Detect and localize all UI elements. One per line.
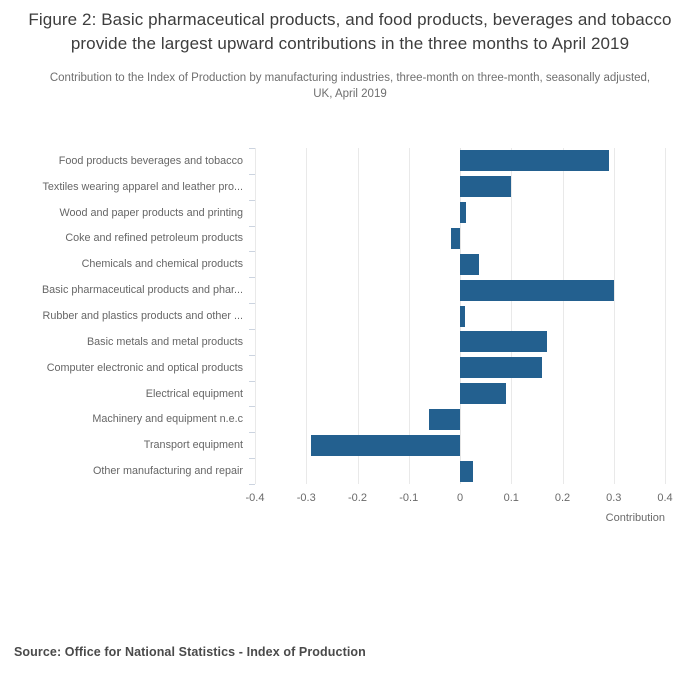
x-tick-label: 0.4 bbox=[657, 492, 673, 504]
category-label: Other manufacturing and repair bbox=[92, 465, 243, 478]
y-axis-tick bbox=[249, 380, 255, 382]
y-axis-tick bbox=[249, 458, 255, 460]
category-label: Textiles wearing apparel and leather pro… bbox=[42, 180, 243, 193]
y-axis-tick bbox=[249, 303, 255, 305]
gridline-0.3 bbox=[613, 148, 615, 484]
bar-chart: Food products beverages and tobacco Texti… bbox=[0, 140, 700, 530]
gridline--0.3 bbox=[306, 148, 308, 484]
bar[interactable] bbox=[460, 176, 512, 198]
bar[interactable] bbox=[460, 253, 479, 275]
gridline-0.2 bbox=[562, 148, 564, 484]
category-label-list: Food products beverages and tobacco Texti… bbox=[0, 148, 243, 484]
bar[interactable] bbox=[451, 227, 460, 249]
bar[interactable] bbox=[460, 331, 548, 353]
bar[interactable] bbox=[460, 305, 466, 327]
page-title: Figure 2: Basic pharmaceutical products,… bbox=[28, 10, 672, 53]
y-axis-tick bbox=[249, 484, 255, 485]
y-axis-tick bbox=[249, 406, 255, 408]
y-axis-tick bbox=[249, 148, 255, 149]
x-tick-label: 0.3 bbox=[606, 492, 622, 504]
y-axis-tick bbox=[249, 277, 255, 279]
x-tick-label: -0.3 bbox=[296, 492, 316, 504]
y-axis-tick bbox=[249, 225, 255, 227]
category-label: Basic metals and metal products bbox=[86, 335, 243, 348]
y-axis-tick bbox=[249, 173, 255, 175]
y-axis-tick bbox=[249, 251, 255, 253]
x-tick-label: 0 bbox=[456, 492, 464, 504]
category-label: Food products beverages and tobacco bbox=[58, 154, 243, 167]
gridline-0.1 bbox=[511, 148, 513, 484]
bar[interactable] bbox=[311, 434, 460, 456]
category-label: Chemicals and chemical products bbox=[81, 258, 243, 271]
y-axis-tick bbox=[249, 432, 255, 434]
gridline--0.2 bbox=[357, 148, 359, 484]
category-label: Computer electronic and optical products bbox=[46, 361, 243, 374]
category-label: Transport equipment bbox=[143, 439, 243, 452]
category-label: Coke and refined petroleum products bbox=[65, 232, 243, 245]
x-tick-label: 0.1 bbox=[503, 492, 519, 504]
figure-subtitle: Contribution to the Index of Production … bbox=[49, 72, 651, 100]
x-tick-label: 0.2 bbox=[554, 492, 571, 504]
bar[interactable] bbox=[460, 357, 542, 379]
category-label: Basic pharmaceutical products and phar..… bbox=[41, 284, 243, 297]
gridline-0.4 bbox=[665, 148, 666, 484]
bar[interactable] bbox=[460, 202, 467, 224]
bar[interactable] bbox=[460, 383, 507, 405]
category-label: Wood and paper products and printing bbox=[59, 206, 243, 219]
x-axis-title: Contribution bbox=[605, 512, 665, 524]
plot-area bbox=[255, 148, 666, 484]
bar[interactable] bbox=[460, 150, 609, 172]
y-axis-tick bbox=[249, 199, 255, 201]
x-tick-label: -0.1 bbox=[399, 492, 419, 504]
x-tick-label: -0.2 bbox=[348, 492, 367, 504]
source-note: Source: Office for National Statistics -… bbox=[14, 645, 366, 659]
x-tick-label: -0.4 bbox=[245, 492, 265, 504]
figure-header: Figure 2: Basic pharmaceutical products,… bbox=[0, 0, 700, 102]
bar[interactable] bbox=[460, 460, 473, 482]
bar-group bbox=[255, 148, 665, 484]
y-axis-tick bbox=[249, 328, 255, 330]
category-label: Electrical equipment bbox=[145, 387, 243, 400]
bar[interactable] bbox=[460, 279, 614, 301]
y-axis-tick bbox=[249, 354, 255, 356]
gridline--0.4 bbox=[255, 148, 256, 484]
category-label: Rubber and plastics products and other .… bbox=[42, 310, 243, 322]
bar[interactable] bbox=[429, 408, 460, 430]
category-label: Machinery and equipment n.e.c bbox=[92, 413, 243, 426]
gridline--0.1 bbox=[408, 148, 410, 484]
